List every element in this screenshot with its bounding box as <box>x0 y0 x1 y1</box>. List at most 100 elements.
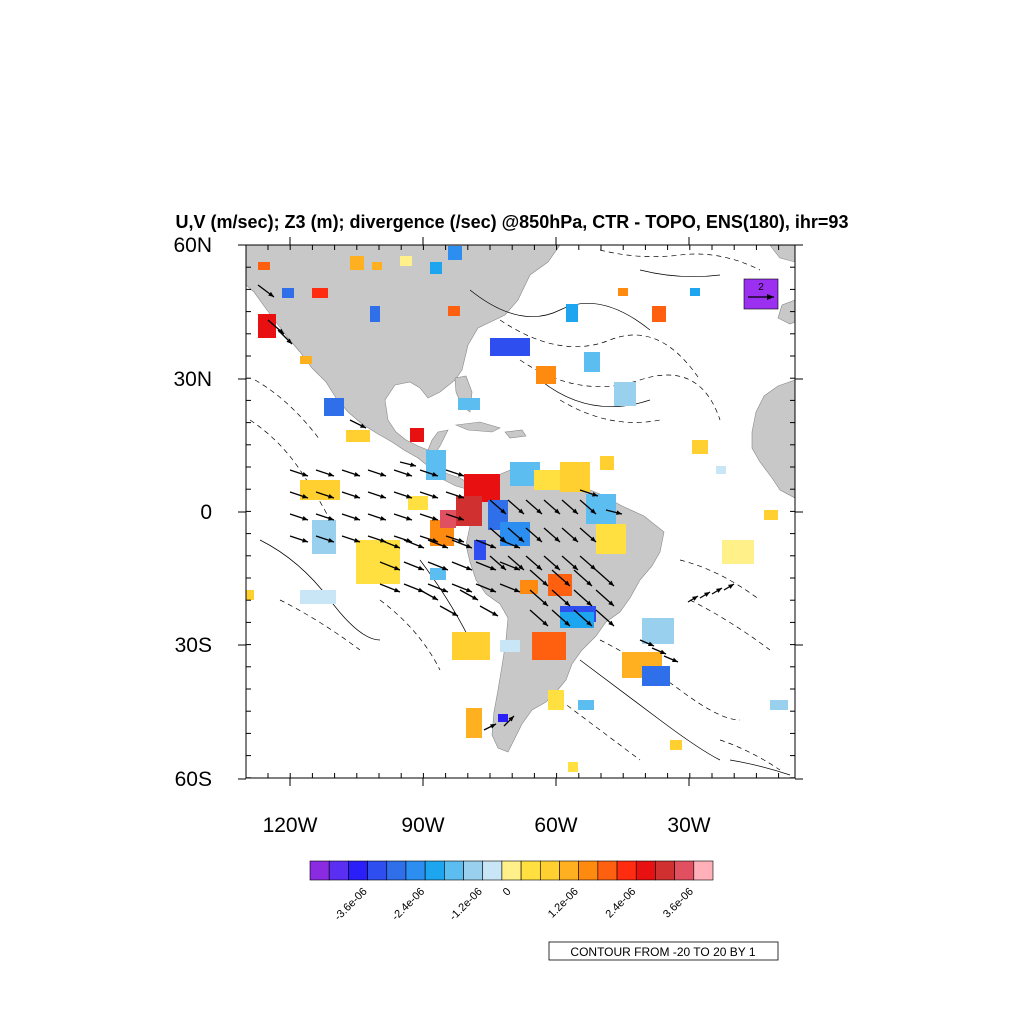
divergence-cell <box>692 440 708 454</box>
divergence-cell <box>618 288 628 296</box>
wind-vector-head <box>514 587 520 593</box>
wind-vector-head <box>466 543 472 549</box>
wind-vector-head <box>608 600 614 606</box>
divergence-cell <box>764 510 778 520</box>
divergence-cell <box>430 568 446 580</box>
colorbar-box <box>348 860 368 881</box>
lon-label-120w: 120W <box>263 814 318 837</box>
divergence-cell <box>312 520 336 554</box>
divergence-cell <box>410 428 424 442</box>
divergence-cell <box>690 288 700 296</box>
z3-contour-line <box>279 599 361 651</box>
divergence-cell <box>642 666 670 686</box>
colorbar-box <box>444 860 464 881</box>
divergence-cell <box>770 700 788 710</box>
wind-vector-head <box>518 508 524 514</box>
colorbar-label: 2.4e-06 <box>603 886 638 921</box>
wind-vector-head <box>328 494 334 499</box>
wind-vector-head <box>458 494 464 499</box>
wind-vector-head <box>302 472 308 477</box>
divergence-cell <box>548 690 564 710</box>
wind-vector-head <box>406 516 412 521</box>
colorbar-label: -1.2e-06 <box>447 886 484 923</box>
divergence-cell <box>600 456 614 470</box>
divergence-cell <box>670 740 682 750</box>
divergence-cell <box>534 470 564 490</box>
divergence-cell <box>356 540 400 584</box>
wind-vector-head <box>302 494 308 499</box>
plot-title: U,V (m/sec); Z3 (m); divergence (/sec) @… <box>176 212 849 232</box>
z3-contour-line <box>689 599 771 651</box>
divergence-cell <box>300 356 312 364</box>
wind-vector-head <box>268 291 274 297</box>
z3-contour-line <box>559 399 661 423</box>
wind-vector-head <box>432 472 438 477</box>
divergence-cell <box>652 306 666 322</box>
colorbar-box <box>616 860 637 881</box>
divergence-cell <box>520 580 538 594</box>
wind-vector-head <box>286 338 292 344</box>
divergence-cell <box>466 708 482 738</box>
wind-vector-head <box>302 538 308 543</box>
z3-contour-line <box>539 379 651 408</box>
wind-vector-head <box>394 543 400 549</box>
wind-vector-head <box>394 565 400 571</box>
iberia-land <box>777 299 795 325</box>
divergence-cell <box>578 700 594 710</box>
divergence-cell <box>448 306 460 316</box>
divergence-cell <box>722 540 754 564</box>
divergence-cell <box>300 590 336 604</box>
wind-vector-head <box>608 620 614 626</box>
divergence-cell <box>560 612 594 628</box>
colorbar-box <box>635 860 656 881</box>
wind-vector-head <box>442 587 448 593</box>
wind-vector-head <box>490 724 496 729</box>
divergence-cell <box>372 262 382 270</box>
z3-contour-line <box>559 699 641 761</box>
wind-vector-head <box>458 472 464 477</box>
wind-vector-head <box>354 494 360 499</box>
divergence-cell <box>568 762 578 772</box>
wind-vector-head <box>586 600 592 606</box>
wind-vector-head <box>418 543 424 549</box>
colorbar-label: 0 <box>501 886 514 899</box>
colorbar-box <box>578 860 599 881</box>
colorbar-box <box>520 860 541 881</box>
colorbar-box <box>424 860 445 881</box>
wind-vector-head <box>536 508 542 514</box>
wind-vector-head <box>278 328 284 334</box>
colorbar-box <box>693 860 714 881</box>
colorbar-box <box>482 860 503 881</box>
divergence-cell <box>500 640 520 652</box>
colorbar-box <box>559 860 579 881</box>
wind-vector-head <box>572 508 578 514</box>
wind-vector-head <box>728 584 734 589</box>
colorbar <box>309 860 714 881</box>
divergence-cell <box>614 382 636 406</box>
colorbar-box <box>463 860 484 881</box>
wind-vector-head <box>590 508 596 514</box>
z3-contour-line <box>249 419 331 521</box>
wind-vector-head <box>648 641 654 646</box>
z3-contour-line <box>639 269 721 277</box>
lat-label-60n: 60N <box>173 234 212 257</box>
wind-vector-head <box>432 595 438 600</box>
z3-contour-line <box>579 659 721 761</box>
wind-vector-head <box>500 536 506 542</box>
divergence-cell <box>282 288 294 298</box>
wind-vector-head <box>442 543 448 549</box>
wind-vector-head <box>406 472 412 477</box>
colorbar-labels: -3.6e-06 -2.4e-06 -1.2e-06 0 1.2e-06 2.4e-06 3… <box>332 886 696 923</box>
wind-vector-head <box>452 611 458 616</box>
divergence-cell <box>498 714 508 722</box>
z3-contour-line <box>729 759 791 776</box>
wind-vector-head <box>564 620 570 626</box>
divergence-cell <box>400 256 412 266</box>
colorbar-label: 3.6e-06 <box>661 886 696 921</box>
wind-vector-head <box>492 611 498 616</box>
colorbar-label: 1.2e-06 <box>546 886 581 921</box>
wind-vector-head <box>328 538 334 543</box>
divergence-cell <box>346 430 370 442</box>
wind-vector-head <box>542 580 548 586</box>
